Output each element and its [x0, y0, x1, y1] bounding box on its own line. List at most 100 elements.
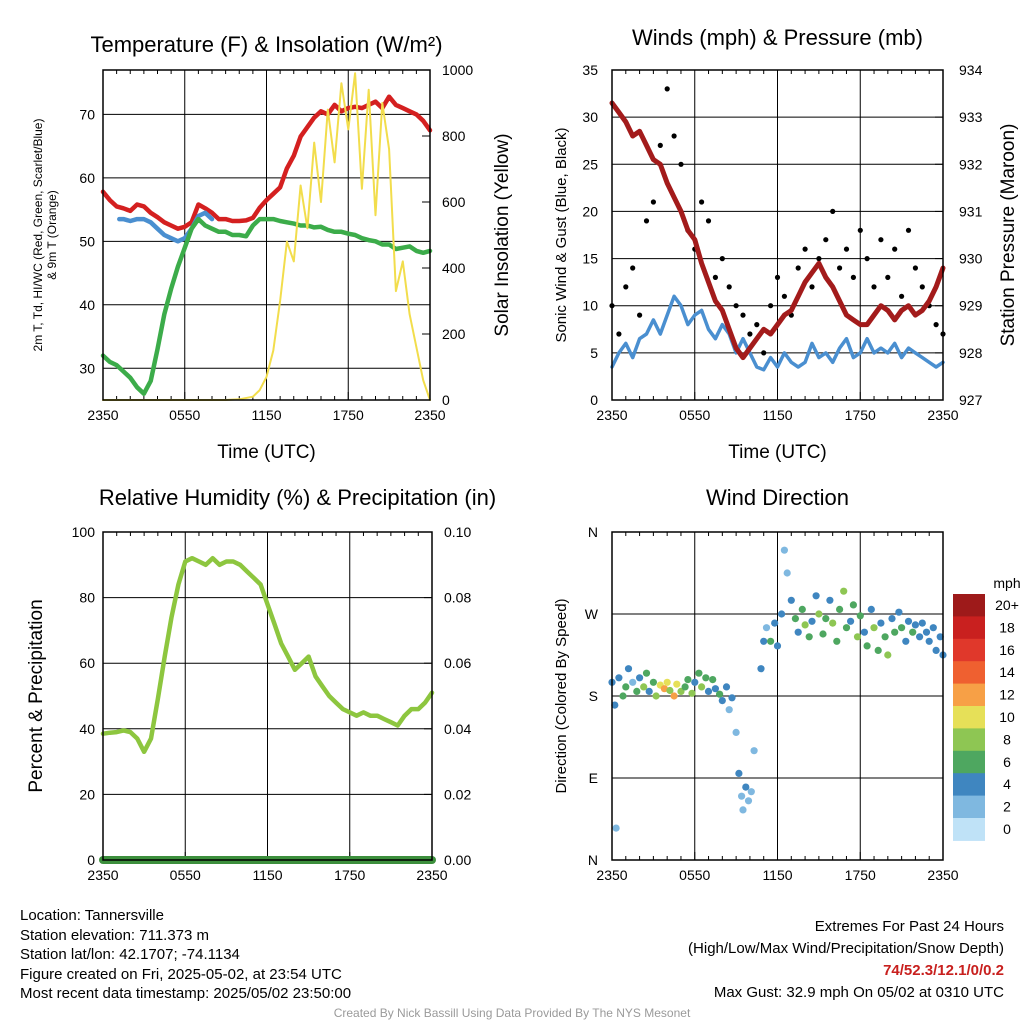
wind-gust-point [768, 303, 774, 309]
temp-panel-ytick-left: 30 [79, 360, 95, 376]
rh-panel-ytick-left: 80 [79, 590, 95, 606]
wind-ylabel-right: Station Pressure (Maroon) [998, 124, 1019, 347]
dir-point [652, 692, 660, 700]
colorbar-label: 18 [999, 619, 1015, 635]
wind-panel-ytick-left: 0 [590, 392, 598, 408]
wind-gust-point [912, 265, 919, 271]
colorbar-label: 16 [999, 642, 1015, 658]
dir-point [870, 624, 878, 632]
dir-point [860, 628, 869, 636]
wind-gust-point [905, 227, 912, 233]
dir-panel-ytick-left: N [588, 852, 598, 868]
dir-ylabel-left: Direction (Colored By Speed) [553, 598, 570, 793]
temp-ylabel-left-1: 2m T, Td, HI/WC (Red, Green, Scarlet/Blu… [31, 119, 45, 352]
dir-point [747, 788, 755, 796]
dir-point [732, 728, 740, 737]
wind-gust-point [892, 246, 898, 252]
wind-panel-ytick-right: 927 [959, 392, 983, 408]
wind-panel-frame [611, 69, 944, 401]
dir-point [925, 637, 933, 645]
wind-gust-point [871, 284, 877, 290]
dir-point [695, 669, 703, 677]
colorbar-swatch [953, 750, 985, 774]
rh-panel-ytick-right: 0.00 [444, 852, 471, 868]
rh-ylabel-left: Percent & Precipitation [26, 599, 47, 792]
dir-point [636, 674, 644, 682]
dir-point [840, 587, 848, 595]
wind-gust-point [726, 284, 732, 290]
rh-panel-ytick-right: 0.10 [444, 524, 471, 540]
dir-point [888, 615, 896, 623]
wind-series-station-pressure [609, 100, 946, 361]
wind-panel-xtick-label: 0550 [679, 407, 710, 423]
dir-point [842, 624, 851, 632]
dir-point [684, 676, 692, 684]
temp-series-td [100, 216, 433, 396]
dir-point [798, 605, 806, 614]
dir-point [847, 617, 855, 625]
wind-panel-ytick-right: 929 [959, 298, 983, 314]
wind-gust-point [637, 312, 643, 318]
dir-point [649, 678, 658, 686]
dir-point [709, 676, 717, 684]
dir-point [698, 683, 706, 691]
dir-panel-xtick-label: 2350 [927, 867, 958, 883]
temp-panel-ytick-left: 50 [79, 233, 95, 249]
colorbar-label: 14 [999, 664, 1015, 680]
temp-panel-ytick-right: 600 [442, 194, 466, 210]
rh-panel-xtick-label: 2350 [87, 867, 118, 883]
dir-point [702, 674, 710, 682]
dir-panel-ytick-left: S [589, 688, 598, 704]
wind-gust-point [795, 265, 801, 271]
dir-point [681, 683, 689, 691]
dir-point [742, 783, 750, 791]
dir-point [629, 678, 637, 686]
dir-point [704, 687, 713, 696]
colorbar-label: 2 [1003, 799, 1011, 815]
colorbar-swatch [953, 638, 985, 662]
credit-line: Created By Nick Bassill Using Data Provi… [333, 1006, 691, 1020]
dir-point [829, 619, 837, 627]
wind-xlabel: Time (UTC) [728, 442, 827, 463]
temp-panel-ytick-right: 200 [442, 326, 466, 342]
extremes-title: Extremes For Past 24 Hours [814, 918, 1004, 935]
dir-point [898, 624, 906, 632]
dir-point [691, 678, 699, 686]
colorbar-swatch [953, 683, 985, 707]
rh-panel-xtick-label: 1750 [334, 867, 365, 883]
wind-panel-xtick-label: 1750 [845, 407, 876, 423]
station-latlon: Station lat/lon: 42.1707; -74.1134 [20, 946, 240, 963]
temp-panel-ytick-right: 0 [442, 392, 450, 408]
colorbar-title: mph [993, 575, 1020, 591]
colorbar-label: 0 [1003, 821, 1011, 837]
wind-gust-point [678, 161, 684, 167]
colorbar-label: 4 [1003, 776, 1011, 792]
wind-gust-point [623, 284, 629, 290]
temp-panel-ytick-left: 40 [79, 297, 95, 313]
wind-panel-ytick-left: 20 [582, 203, 598, 219]
dir-point [787, 596, 795, 604]
dir-point [757, 665, 765, 673]
wind-gust-point [781, 293, 788, 299]
temp-panel-xtick-label: 0550 [169, 407, 200, 423]
dir-point [642, 669, 651, 677]
dir-panel-ytick-left: E [589, 770, 598, 786]
dir-panel-frame [611, 531, 944, 861]
dir-point [791, 615, 800, 623]
dir-point [853, 633, 862, 641]
wind-gust-point [899, 293, 905, 299]
wind-panel-ytick-right: 934 [959, 62, 983, 78]
dir-point [826, 596, 834, 604]
dir-panel-xtick-label: 0550 [679, 867, 710, 883]
dir-point [812, 592, 820, 600]
dir-point [881, 633, 889, 641]
wind-gust-point [933, 322, 939, 328]
extremes-box: Extremes For Past 24 Hours (High/Low/Max… [688, 916, 1004, 1004]
dir-point [624, 665, 633, 673]
dir-point [874, 646, 882, 655]
rh-panel-ytick-right: 0.06 [444, 655, 471, 671]
wind-panel-ytick-right: 931 [959, 203, 983, 219]
dir-point [836, 605, 844, 614]
dir-point [922, 628, 931, 636]
